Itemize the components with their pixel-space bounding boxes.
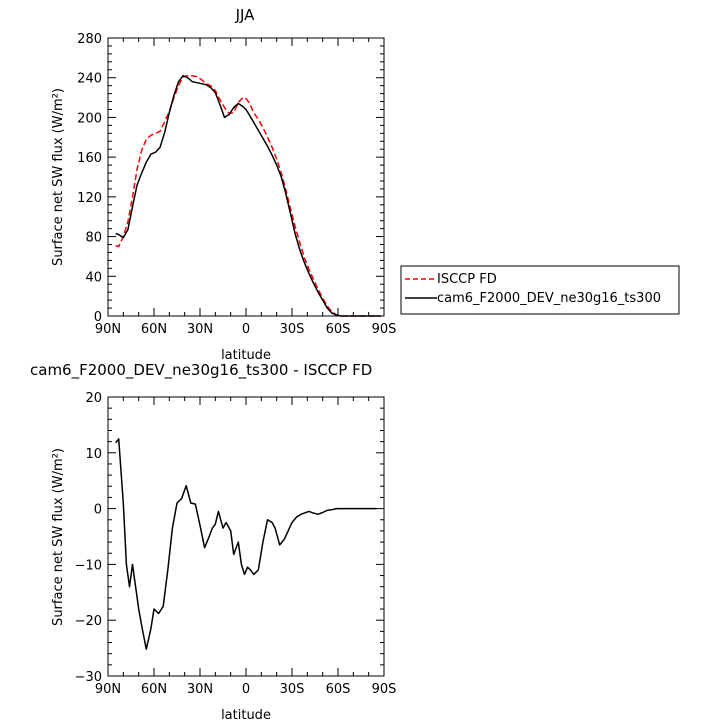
top-panel-ylabel: Surface net SW flux (W/m²) [51,88,66,266]
bottom-series-line-0 [115,438,377,650]
bottom-xtick-label: 90S [372,682,397,697]
bottom-ytick-label: −10 [75,558,102,573]
bottom-xtick-label: 30N [187,682,213,697]
legend-label-isccp: ISCCP FD [437,272,497,287]
bottom-ytick-label: 20 [85,391,102,406]
top-series-line-1 [115,74,381,317]
top-xtick-label: 60S [326,322,351,337]
bottom-ytick-label: 0 [94,503,102,518]
bottom-panel-xlabel: latitude [221,708,271,723]
top-ytick-label: 0 [94,310,102,325]
top-panel-ticks: 90N 60N 30N 0 30S 60S 90S 0 40 80 120 160 200 240 280 [77,32,396,337]
bottom-panel-ylabel: Surface net SW flux (W/m²) [51,448,66,626]
top-series-line-0 [115,74,381,317]
top-panel-xlabel: latitude [221,348,271,363]
bottom-ytick-label: 10 [85,447,102,462]
bottom-xtick-label: 60S [326,682,351,697]
top-panel-title: JJA [235,6,256,24]
top-xtick-label: 90N [95,322,121,337]
top-xtick-label: 60N [141,322,167,337]
legend-label-cam6: cam6_F2000_DEV_ne30g16_ts300 [437,291,661,306]
top-panel-frame [107,37,385,317]
top-ytick-label: 240 [77,72,102,87]
bottom-xtick-label: 0 [242,682,250,697]
bottom-xtick-label: 30S [280,682,305,697]
top-ytick-label: 280 [77,32,102,47]
bottom-xtick-label: 60N [141,682,167,697]
bottom-panel: cam6_F2000_DEV_ne30g16_ts300 - ISCCP FD … [30,361,396,723]
top-ytick-label: 200 [77,111,102,126]
top-ytick-label: 40 [85,270,102,285]
bottom-ytick-label: −20 [75,614,102,629]
legend-box [400,265,680,315]
bottom-panel-ticks: 90N 60N 30N 0 30S 60S 90S −30 −20 −10 0 10 20 [75,391,397,697]
bottom-panel-title: cam6_F2000_DEV_ne30g16_ts300 - ISCCP FD [30,361,372,380]
top-xtick-label: 90S [372,322,397,337]
top-ytick-label: 80 [85,231,102,246]
top-xtick-label: 30S [280,322,305,337]
top-panel: JJA 90N 60N 30N 0 30S 60S 90S 0 40 80 120 160 200 240… [51,6,680,363]
top-ytick-label: 120 [77,191,102,206]
bottom-panel-series [115,438,377,650]
top-panel-series [115,74,381,317]
bottom-xtick-label: 90N [95,682,121,697]
top-xtick-label: 30N [187,322,213,337]
bottom-ytick-label: −30 [75,670,102,685]
legend: ISCCP FD cam6_F2000_DEV_ne30g16_ts300 [400,265,680,315]
top-ytick-label: 160 [77,151,102,166]
top-xtick-label: 0 [242,322,250,337]
